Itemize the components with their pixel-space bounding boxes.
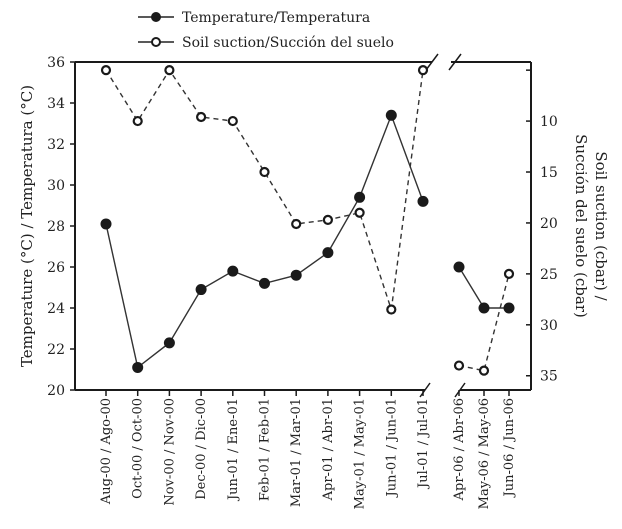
right-axis-title-line1: Soil suction (cbar) /	[592, 151, 610, 301]
legend-entry-soil-suction: Soil suction/Succión del suelo	[138, 35, 394, 51]
soil-suction-point	[354, 207, 365, 218]
x-tick-label: Mar-01 / Mar-01	[289, 398, 304, 507]
left-tick-label: 30	[47, 178, 65, 194]
series-lines	[105, 68, 510, 372]
soil-suction-line-segment	[105, 68, 424, 310]
axis-break-mark-top-right	[448, 53, 462, 71]
left-axis-title: Temperature (°C) / Temperatura (°C)	[18, 85, 36, 367]
right-tick-label: 35	[540, 369, 558, 385]
axis-break-marks	[419, 53, 466, 398]
temperature-point	[322, 247, 334, 259]
temperature-point	[354, 191, 366, 203]
x-tick-label: May-01 / May-01	[353, 398, 368, 509]
x-tick-label: Feb-01 / Feb-01	[258, 398, 273, 501]
soil-suction-point	[227, 115, 238, 127]
right-tick-label: 15	[540, 165, 558, 181]
soil-suction-point	[164, 65, 175, 76]
temperature-point	[132, 361, 144, 373]
soil-suction-line-segment	[458, 273, 510, 372]
left-tick-label: 26	[47, 260, 65, 276]
left-tick-label: 28	[47, 219, 65, 235]
legend-label-soil-suction: Soil suction/Succión del suelo	[182, 35, 394, 51]
soil-suction-point	[478, 365, 490, 376]
legend-marker-soil-suction	[151, 37, 161, 47]
soil-suction-point	[386, 304, 397, 315]
x-tick-label: Jun-01 / Jun-01	[384, 398, 399, 498]
axis-break-mark-bottom-right	[454, 382, 466, 398]
temperature-point	[100, 218, 112, 230]
x-tick-label: May-06 / May-06	[477, 398, 492, 509]
left-axis-ticks: 20 22 24 26 28 30 32 34 36	[47, 55, 75, 399]
temperature-point	[163, 337, 175, 349]
left-tick-label: 36	[47, 55, 65, 71]
x-tick-label: Jun-06 / Jun-06	[502, 398, 517, 498]
temperature-line-segment	[458, 266, 509, 309]
temperature-point	[417, 195, 429, 207]
soil-suction-point	[196, 111, 207, 123]
right-axis-ticks: 10 15 20 25 30 35	[526, 69, 558, 385]
x-tick-label: Nov-00 / Nov-00	[162, 398, 177, 506]
temperature-point	[259, 277, 270, 289]
axis-break-mark-top-left	[425, 53, 439, 71]
left-tick-label: 22	[47, 342, 65, 358]
left-tick-label: 20	[47, 383, 65, 399]
x-tick-label: Apr-01 / Abr-01	[321, 398, 336, 501]
soil-suction-point	[417, 65, 429, 76]
x-axis-ticks: Aug-00 / Ago-00 Oct-00 / Oct-00 Nov-00 / N…	[99, 390, 517, 509]
temperature-point	[503, 302, 515, 314]
axis-break-mark-bottom-left	[419, 382, 431, 398]
plot-frame	[74, 61, 532, 391]
soil-suction-point	[453, 360, 465, 371]
left-tick-label: 24	[47, 301, 65, 317]
series-markers	[100, 65, 515, 376]
left-tick-label: 34	[47, 96, 65, 112]
left-tick-label: 32	[47, 137, 65, 153]
soil-suction-point	[132, 115, 143, 127]
right-tick-label: 20	[540, 216, 558, 232]
temperature-point	[385, 109, 397, 121]
x-tick-label: Aug-00 / Ago-00	[99, 398, 114, 505]
soil-suction-point	[503, 268, 515, 279]
x-tick-label: Jul-01 / Jul-01	[416, 398, 431, 490]
temperature-point	[478, 302, 490, 314]
x-tick-label: Apr-06 / Abr-06	[452, 398, 467, 501]
legend-label-temperature: Temperature/Temperatura	[182, 10, 370, 26]
x-tick-label: Jun-01 / Ene-01	[226, 398, 241, 502]
temperature-point	[227, 265, 239, 277]
legend: Temperature/Temperatura Soil suction/Suc…	[138, 10, 394, 51]
x-tick-label: Dec-00 / Dic-00	[194, 398, 209, 500]
right-tick-label: 25	[540, 267, 558, 283]
temperature-point	[195, 284, 207, 296]
legend-marker-temperature	[151, 12, 161, 22]
temperature-line-segment	[105, 113, 424, 369]
right-axis-title-line2: Succión del suelo (cbar)	[572, 134, 590, 318]
legend-entry-temperature: Temperature/Temperatura	[138, 10, 370, 26]
soil-suction-point	[291, 218, 302, 230]
temperature-point	[453, 261, 465, 273]
right-tick-label: 10	[540, 114, 558, 130]
right-tick-label: 30	[540, 318, 558, 334]
soil-suction-point	[322, 214, 333, 225]
soil-suction-point	[100, 65, 112, 76]
soil-suction-point	[259, 166, 270, 178]
temperature-point	[290, 269, 302, 281]
x-tick-label: Oct-00 / Oct-00	[131, 398, 146, 499]
